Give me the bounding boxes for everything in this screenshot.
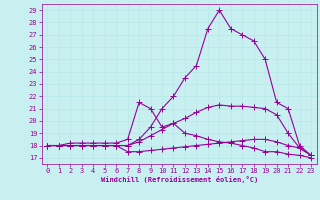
X-axis label: Windchill (Refroidissement éolien,°C): Windchill (Refroidissement éolien,°C) [100, 176, 258, 183]
